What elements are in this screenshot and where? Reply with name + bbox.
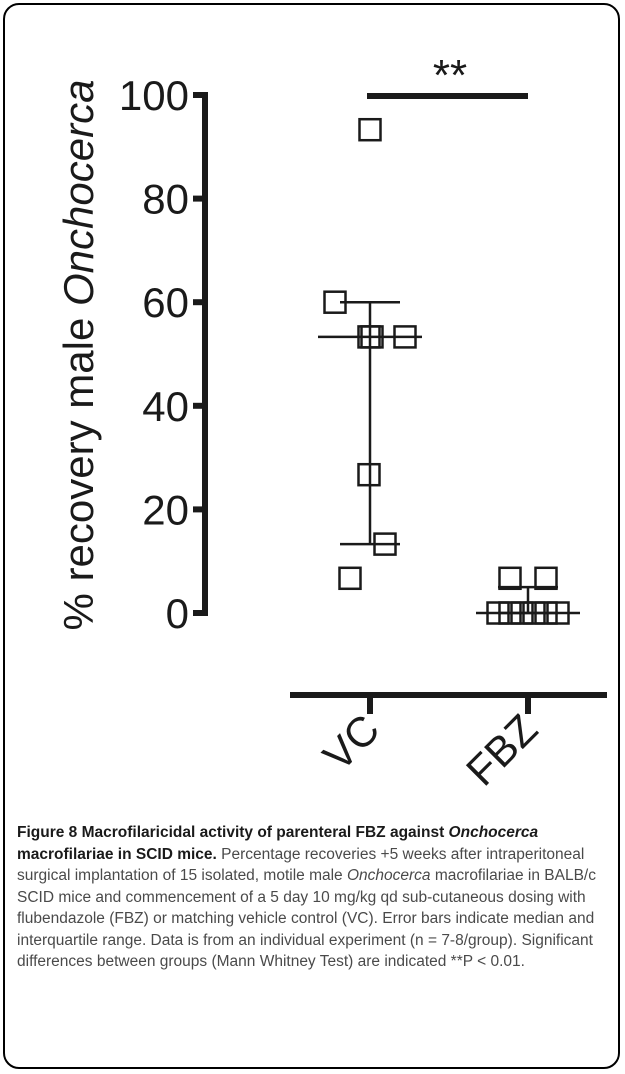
- y-axis: 0 20 40 60 80 100: [119, 72, 208, 637]
- y-tick-label-60: 60: [142, 279, 189, 326]
- caption-heading: Figure 8 Macrofilaricidal activity of pa…: [17, 824, 539, 863]
- y-tick-label-20: 20: [142, 486, 189, 533]
- data-point-fbz-1: [498, 566, 522, 591]
- data-point-vc-1: [358, 117, 382, 142]
- y-tick-label-80: 80: [142, 176, 189, 223]
- significance-annotation: **: [367, 51, 528, 100]
- y-tick-label-100: 100: [119, 72, 189, 119]
- figure-frame: [3, 3, 620, 1069]
- y-axis-label: % recovery male Onchocerca: [55, 80, 102, 631]
- y-tick-label-40: 40: [142, 383, 189, 430]
- error-bars: [318, 300, 580, 615]
- figure-caption: Figure 8 Macrofilaricidal activity of pa…: [17, 824, 596, 970]
- y-tick-label-0: 0: [166, 590, 189, 637]
- significance-label: **: [433, 51, 467, 100]
- chart: 0 20 40 60 80 100 VC FBZ ** % recovery male On…: [55, 51, 607, 794]
- x-axis: VC FBZ: [290, 692, 607, 794]
- data-point-vc-8: [338, 566, 362, 591]
- data-point-fbz-2: [534, 566, 558, 591]
- data-points: [323, 117, 570, 625]
- x-tick-label-vc: VC: [314, 705, 389, 780]
- x-tick-label-fbz: FBZ: [457, 705, 546, 794]
